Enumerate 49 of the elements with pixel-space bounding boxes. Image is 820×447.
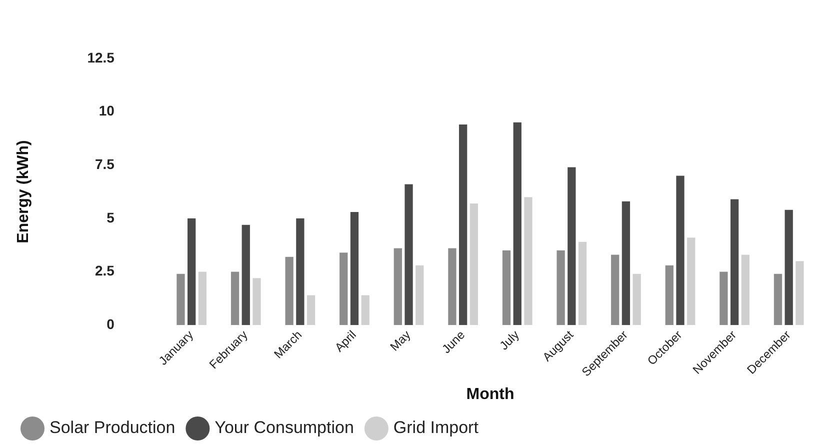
bar: [350, 212, 359, 326]
bar: [394, 248, 402, 326]
bar: [556, 250, 565, 326]
y-tick-label: 0: [106, 316, 115, 332]
bar: [306, 295, 316, 326]
bar: [774, 274, 782, 326]
bar: [416, 265, 424, 326]
bar: [611, 254, 620, 326]
y-tick-label: 7.5: [94, 156, 115, 172]
bar: [502, 250, 511, 326]
legend-label: Your Consumption: [214, 418, 354, 438]
bar: [730, 199, 739, 326]
bar: [285, 256, 294, 326]
y-tick-label: 5: [106, 209, 115, 226]
bar: [578, 242, 587, 326]
bar: [676, 176, 684, 326]
bar: [230, 272, 240, 326]
bar: [361, 295, 370, 326]
x-tick-label: May: [387, 328, 414, 354]
bar: [404, 184, 413, 326]
bar: [176, 274, 185, 326]
bar: [513, 122, 522, 326]
y-axis-title: Energy (kWh): [15, 140, 32, 244]
bar: [448, 248, 456, 326]
bar: [568, 167, 576, 326]
x-axis-title: Month: [466, 386, 514, 403]
bar: [741, 254, 750, 326]
bar: [796, 261, 804, 326]
y-tick-label: 10: [98, 102, 115, 119]
bar: [622, 201, 630, 326]
bar: [687, 238, 696, 326]
y-tick-label: 2.5: [94, 262, 115, 279]
bar: [198, 272, 207, 326]
bar: [188, 218, 196, 326]
bar: [296, 218, 304, 326]
bar: [242, 224, 250, 326]
legend-label: Grid Import: [393, 418, 479, 438]
legend-label: Solar Production: [50, 418, 176, 438]
bar: [720, 272, 728, 326]
y-tick-label: 12.5: [87, 49, 115, 66]
bar: [470, 203, 478, 326]
bar: [784, 210, 793, 326]
bar: [665, 265, 674, 326]
bar: [459, 124, 468, 326]
bar: [340, 252, 348, 326]
bar: [524, 197, 532, 326]
x-tick-label: July: [496, 328, 522, 353]
bar: [252, 278, 261, 326]
bar: [632, 274, 641, 326]
